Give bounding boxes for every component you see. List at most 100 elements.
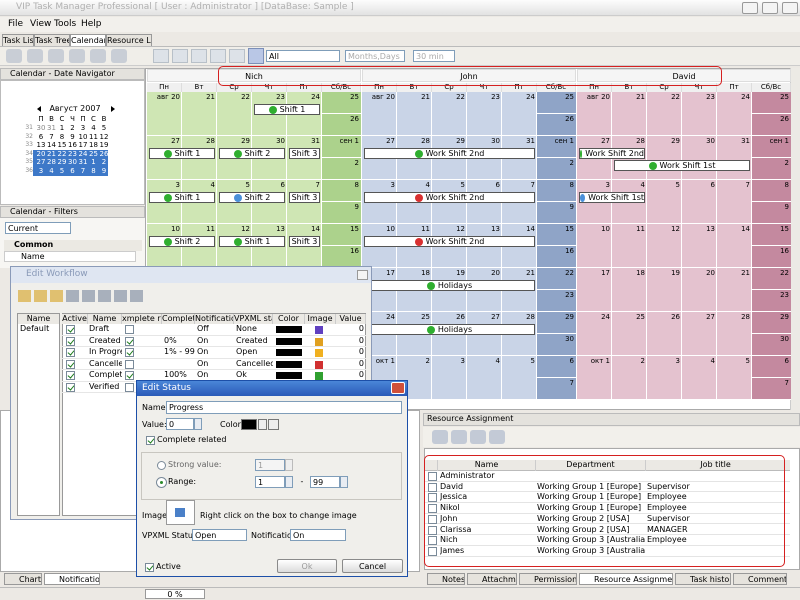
toolbar-icon[interactable] xyxy=(50,290,63,302)
calendar-event[interactable]: Shift 2 xyxy=(219,192,285,203)
day[interactable]: 30 xyxy=(36,124,46,132)
day[interactable]: 6 xyxy=(70,167,75,175)
bottom-tab[interactable]: Charts xyxy=(4,573,42,585)
day[interactable]: 11 xyxy=(89,132,98,141)
list-item[interactable]: Default xyxy=(20,324,50,333)
toolbar-icon[interactable] xyxy=(172,49,188,63)
bottom-tab[interactable]: Notifications xyxy=(44,573,100,585)
day[interactable]: 27 xyxy=(36,158,46,167)
close-button[interactable] xyxy=(391,382,405,394)
status-combo[interactable]: Open xyxy=(192,529,247,541)
day[interactable]: 21 xyxy=(47,149,56,158)
calendar-event[interactable]: Holidays xyxy=(364,324,535,335)
checkbox[interactable] xyxy=(66,359,75,369)
calendar-event[interactable]: Work Shift 2nd xyxy=(364,192,535,203)
toolbar-icon[interactable] xyxy=(69,49,85,63)
calendar-event[interactable]: Shift 2 xyxy=(219,148,285,159)
toolbar-icon[interactable] xyxy=(191,49,207,63)
day[interactable]: 12 xyxy=(99,132,109,141)
toolbar-icon[interactable] xyxy=(432,430,448,444)
column-header[interactable]: Job title xyxy=(645,460,785,471)
day[interactable]: 28 xyxy=(47,158,56,167)
checkbox[interactable] xyxy=(428,472,437,481)
day[interactable]: 6 xyxy=(38,132,44,141)
tab[interactable]: Resource List xyxy=(106,34,152,46)
column-header[interactable]: Department xyxy=(535,460,645,471)
column-header[interactable]: Image xyxy=(305,314,336,324)
column-header[interactable]: Active xyxy=(62,314,88,324)
spinner[interactable] xyxy=(340,476,348,488)
toolbar-icon[interactable] xyxy=(489,430,505,444)
column-header[interactable]: Value xyxy=(336,314,366,324)
toolbar-icon[interactable] xyxy=(66,290,79,302)
day[interactable]: 2 xyxy=(101,158,107,167)
color-drop[interactable] xyxy=(258,419,267,430)
range-from[interactable]: 1 xyxy=(255,476,285,488)
checkbox[interactable] xyxy=(125,359,134,369)
day[interactable]: 24 xyxy=(78,149,88,158)
checkbox[interactable] xyxy=(66,336,75,346)
day[interactable]: 14 xyxy=(47,141,56,150)
menu-item[interactable]: File xyxy=(8,19,24,29)
color-swatch[interactable] xyxy=(241,419,257,430)
color-more[interactable] xyxy=(268,419,279,430)
day[interactable]: 23 xyxy=(68,149,77,158)
calendar-event[interactable]: Shift 1 xyxy=(149,192,215,203)
toolbar-icon[interactable] xyxy=(470,430,486,444)
detail-tab[interactable]: Comments xyxy=(733,573,787,585)
detail-tab[interactable]: Resource Assignment xyxy=(579,573,673,585)
checkbox[interactable] xyxy=(125,348,134,357)
day[interactable]: 29 xyxy=(57,158,67,167)
day[interactable]: 16 xyxy=(68,141,77,150)
checkbox[interactable] xyxy=(66,348,75,357)
day[interactable]: 7 xyxy=(49,132,54,141)
day[interactable]: 4 xyxy=(49,167,54,175)
day[interactable]: 3 xyxy=(80,124,86,132)
calendar-event[interactable]: Work Shift 1st xyxy=(579,192,645,203)
calendar-event[interactable]: Work Shift 2nd xyxy=(364,148,535,159)
checkbox[interactable] xyxy=(428,536,437,546)
prev-arrow[interactable] xyxy=(34,106,41,112)
toolbar-icon[interactable] xyxy=(248,48,264,64)
column-header[interactable]: Notification xyxy=(195,314,234,324)
checkbox[interactable] xyxy=(66,325,75,334)
day[interactable]: 17 xyxy=(78,141,88,150)
column-header[interactable]: Name xyxy=(437,460,535,471)
window-button[interactable] xyxy=(762,2,778,14)
toolbar-icon[interactable] xyxy=(82,290,95,302)
detail-tab[interactable]: Attachments xyxy=(467,573,517,585)
day[interactable]: 7 xyxy=(80,167,86,175)
checkbox[interactable] xyxy=(125,325,134,334)
day[interactable]: 13 xyxy=(36,141,46,150)
view-combo[interactable]: Current xyxy=(5,222,71,234)
strong-input[interactable]: 1 xyxy=(255,459,285,471)
day[interactable]: 25 xyxy=(89,149,98,158)
calendar-event[interactable]: Shift 3 xyxy=(289,236,320,247)
checkbox[interactable] xyxy=(66,382,75,392)
checkbox[interactable] xyxy=(428,525,437,535)
tab[interactable]: Task List xyxy=(2,34,34,46)
calendar-event[interactable]: Shift 3 xyxy=(289,148,320,159)
day[interactable]: 31 xyxy=(78,158,88,167)
calendar-event[interactable]: Shift 2 xyxy=(149,236,215,247)
spinner[interactable] xyxy=(285,476,293,488)
day[interactable]: 30 xyxy=(68,158,77,167)
toolbar-icon[interactable] xyxy=(111,49,127,63)
checkbox[interactable] xyxy=(125,382,134,392)
day[interactable]: 19 xyxy=(99,141,109,150)
close-button[interactable] xyxy=(357,270,368,280)
tab[interactable]: Task Tree xyxy=(34,34,70,46)
toolbar-icon[interactable] xyxy=(130,290,143,302)
checkbox[interactable] xyxy=(125,336,134,346)
checkbox[interactable] xyxy=(145,563,154,572)
checkbox[interactable] xyxy=(428,482,437,492)
day[interactable]: 31 xyxy=(47,124,56,132)
toolbar-icon[interactable] xyxy=(210,49,226,63)
name-input[interactable]: Progress xyxy=(166,401,402,414)
calendar-event[interactable]: Work Shift 2nd xyxy=(364,236,535,247)
checkbox[interactable] xyxy=(125,371,134,380)
radio[interactable] xyxy=(156,477,167,488)
value-input[interactable]: 0 xyxy=(166,418,194,430)
calendar-event[interactable]: Shift 1 xyxy=(219,236,285,247)
toolbar-icon[interactable] xyxy=(451,430,467,444)
